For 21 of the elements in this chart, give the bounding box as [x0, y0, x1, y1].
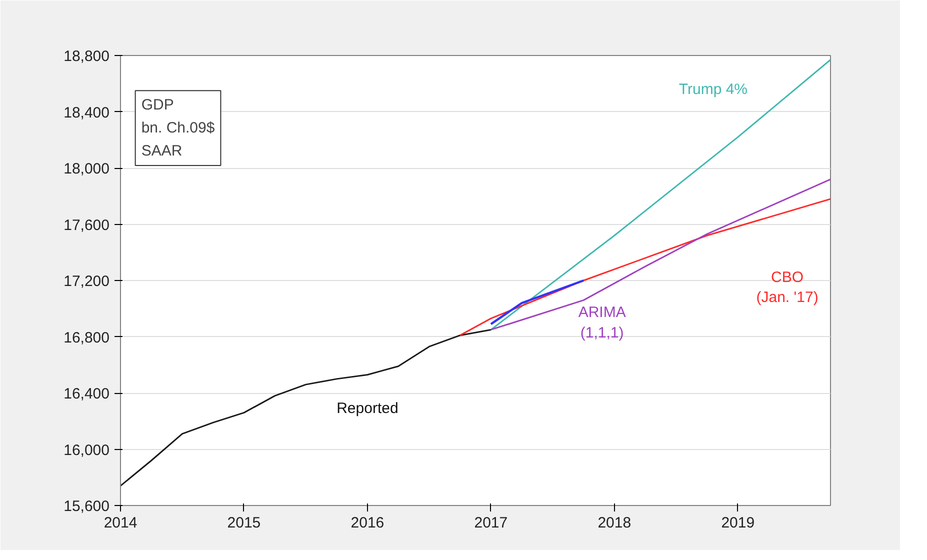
line-series	[120, 328, 492, 487]
y-tick-label: 18,800	[64, 48, 110, 65]
y-tick-label: 15,600	[64, 498, 110, 515]
x-tick-label: 2017	[474, 514, 508, 532]
series-label: ARIMA (1,1,1)	[578, 304, 626, 342]
y-tick-label: 16,800	[64, 329, 110, 346]
y-tick-label: 17,200	[64, 273, 110, 290]
x-tick-label: 2018	[598, 514, 632, 532]
y-tick-label: 16,400	[64, 386, 110, 402]
series-label: Trump 4%	[678, 80, 748, 98]
x-tick-label: 2014	[104, 514, 138, 532]
y-tick-label: 18,400	[64, 104, 110, 122]
y-tick-label: 18,000	[64, 160, 110, 178]
x-tick-label: 2019	[721, 514, 755, 532]
y-tick-label: 16,000	[64, 442, 110, 459]
annotation: GDP bn. Ch.09$ SAAR	[141, 96, 216, 160]
x-tick-label: 2016	[350, 514, 384, 532]
x-tick-label: 2015	[227, 514, 261, 532]
series-label: Reported	[336, 400, 398, 417]
text: CBO (Jan. '17)	[756, 268, 818, 306]
y-tick-label: 17,600	[64, 216, 110, 234]
